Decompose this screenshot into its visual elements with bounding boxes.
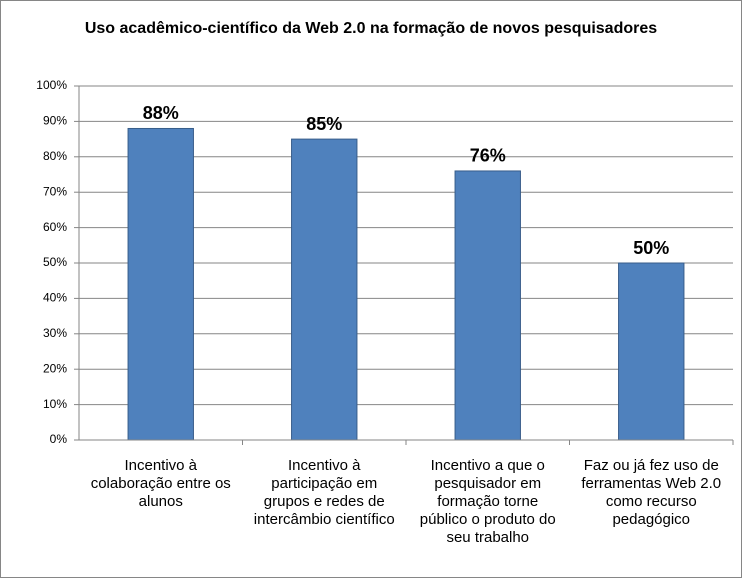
- data-label: 88%: [143, 103, 179, 123]
- x-tick-label: Incentivo à colaboração entre os alunos: [90, 457, 231, 510]
- bar: [291, 138, 358, 441]
- y-tick-label: 80%: [43, 149, 67, 163]
- x-tick-label: Faz ou já fez uso de ferramentas Web 2.0…: [581, 457, 722, 528]
- y-tick-label: 70%: [43, 184, 67, 198]
- y-tick-label: 20%: [43, 361, 67, 375]
- y-tick-label: 100%: [36, 78, 67, 92]
- y-tick-label: 90%: [43, 114, 67, 128]
- data-label: 76%: [470, 146, 506, 166]
- y-tick-label: 30%: [43, 326, 67, 340]
- x-tick-label: Incentivo à participação em grupos e red…: [253, 457, 395, 528]
- y-tick-label: 40%: [43, 291, 67, 305]
- bar: [127, 127, 194, 441]
- bar: [454, 170, 521, 441]
- y-tick-label: 60%: [43, 220, 67, 234]
- chart-title: Uso acadêmico-científico da Web 2.0 na f…: [84, 20, 658, 37]
- y-tick-label: 10%: [43, 397, 67, 411]
- y-tick-label: 50%: [43, 255, 67, 269]
- data-label: 85%: [306, 114, 342, 134]
- data-label: 50%: [633, 238, 669, 258]
- bar: [618, 262, 685, 441]
- x-tick-label: Incentivo a que o pesquisador em formaçã…: [419, 457, 556, 546]
- y-tick-label: 0%: [50, 432, 68, 446]
